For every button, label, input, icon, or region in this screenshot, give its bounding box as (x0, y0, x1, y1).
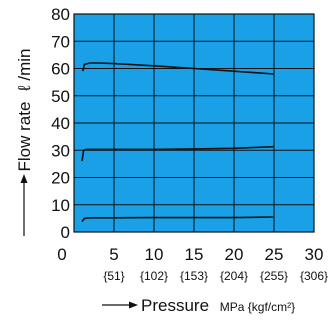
y-tick-labels: 0 10 20 30 40 50 60 70 80 (51, 5, 70, 242)
x-axis-label: Pressure (141, 296, 209, 315)
series-line-1 (82, 62, 275, 75)
x-tick-label: 20 (225, 245, 244, 264)
series-line-3 (81, 216, 275, 223)
x-secondary-tick-label: {306} (300, 269, 328, 283)
x-tick-labels: 0 5 10 15 20 25 30 (57, 245, 323, 264)
plot-border (73, 13, 315, 233)
series-line-2 (81, 145, 275, 162)
x-origin-label: 0 (57, 245, 66, 264)
x-tick-label: 25 (265, 245, 284, 264)
series-group (81, 62, 275, 223)
y-tick-label: 40 (51, 114, 70, 133)
y-tick-label: 50 (51, 87, 70, 106)
x-tick-label: 30 (305, 245, 324, 264)
x-axis-title: Pressure MPa {kgf/cm²} (141, 296, 295, 315)
y-axis-title: Flow rate ℓ /min (15, 49, 34, 172)
y-axis-label: Flow rate (15, 102, 34, 172)
y-tick-label: 80 (51, 5, 70, 24)
y-tick-label: 0 (61, 223, 70, 242)
x-secondary-tick-label: {255} (260, 269, 288, 283)
x-secondary-tick-label: {51} (103, 269, 124, 283)
y-tick-label: 20 (51, 169, 70, 188)
y-axis-arrow (20, 174, 28, 236)
y-tick-label: 70 (51, 32, 70, 51)
x-secondary-tick-label: {102} (140, 269, 168, 283)
x-secondary-tick-labels: {51} {102} {153} {204} {255} {306} (103, 269, 328, 283)
x-secondary-tick-label: {153} (180, 269, 208, 283)
x-tick-label: 15 (185, 245, 204, 264)
y-axis-unit: ℓ /min (15, 49, 34, 92)
x-secondary-tick-label: {204} (220, 269, 248, 283)
y-tick-label: 10 (51, 196, 70, 215)
x-axis-arrow (102, 301, 138, 309)
y-axis-title-group: Flow rate ℓ /min (15, 49, 34, 172)
x-tick-label: 10 (145, 245, 164, 264)
y-tick-label: 60 (51, 60, 70, 79)
y-tick-label: 30 (51, 141, 70, 160)
x-tick-label: 5 (109, 245, 118, 264)
x-axis-unit: MPa {kgf/cm²} (220, 300, 295, 314)
